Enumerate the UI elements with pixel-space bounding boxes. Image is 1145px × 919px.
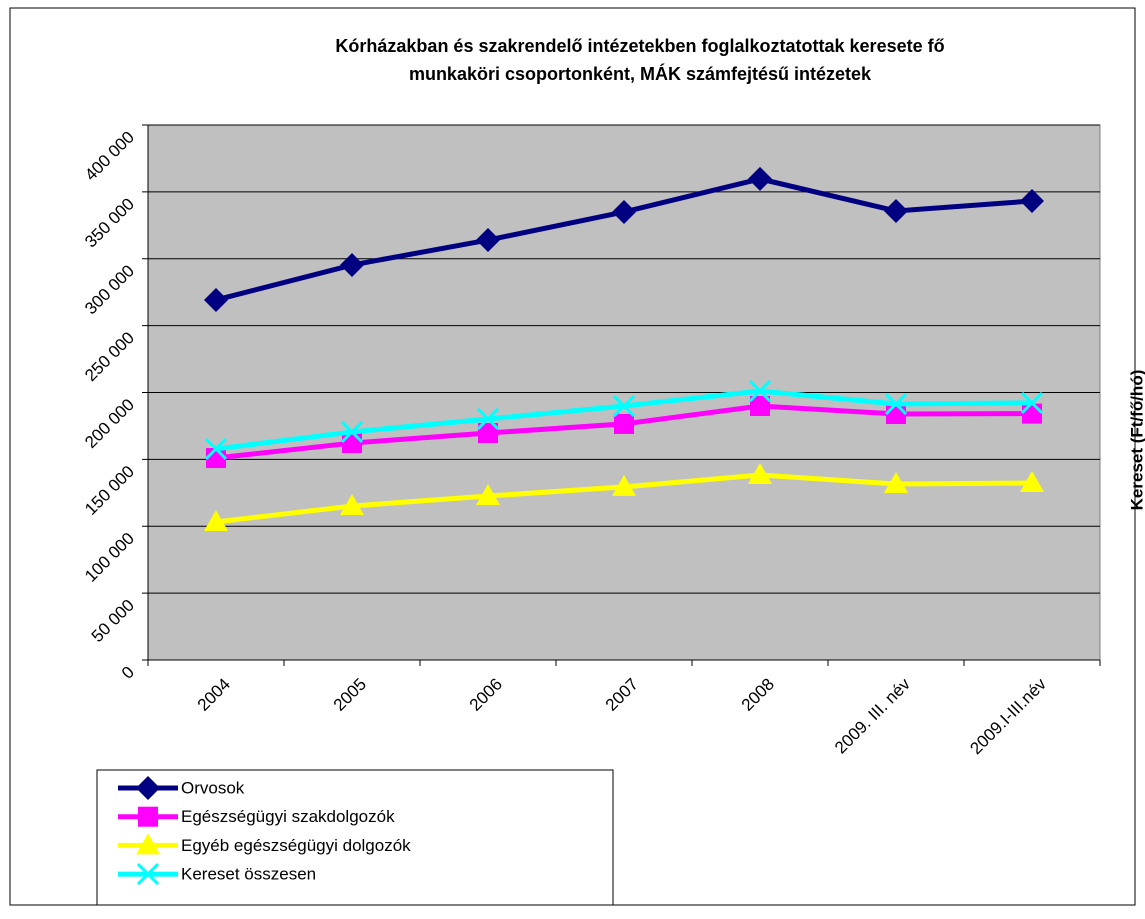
data-point	[476, 228, 500, 253]
data-point	[884, 471, 908, 493]
data-point	[1020, 471, 1044, 493]
data-point	[748, 166, 772, 191]
data-point	[204, 287, 228, 312]
legend-marker	[136, 776, 160, 800]
data-point	[204, 509, 228, 531]
data-point	[884, 199, 908, 224]
data-point	[340, 253, 364, 278]
data-point	[476, 407, 500, 431]
data-point	[340, 420, 364, 444]
data-point	[478, 423, 498, 444]
data-point	[204, 437, 228, 461]
y-axis-label: Kereset (Ft/fő/hó)	[1127, 370, 1145, 511]
data-point	[342, 433, 362, 454]
data-point	[886, 404, 906, 425]
data-point	[748, 463, 772, 485]
legend-marker	[138, 806, 158, 827]
data-point	[1020, 188, 1044, 213]
legend-box	[96, 769, 614, 906]
data-point	[1022, 403, 1042, 424]
data-point	[750, 396, 770, 417]
chart-title: Kórházakban és szakrendelő intézetekben …	[335, 36, 944, 56]
data-point	[1020, 391, 1044, 414]
legend-label: Egészségügyi szakdolgozók	[181, 807, 395, 826]
chart-title: munkaköri csoportonként, MÁK számfejtésű…	[409, 63, 872, 84]
data-point	[748, 379, 772, 403]
data-point	[612, 199, 636, 224]
data-point	[340, 494, 364, 516]
data-point	[884, 392, 908, 416]
legend-label: Kereset összesen	[181, 865, 316, 884]
data-point	[476, 484, 500, 506]
legend-label: Orvosok	[181, 778, 245, 797]
legend-label: Egyéb egészségügyi dolgozók	[181, 836, 411, 855]
data-point	[612, 474, 636, 496]
data-point	[614, 413, 634, 434]
data-point	[612, 394, 636, 418]
legend-marker	[136, 863, 160, 886]
legend-marker	[136, 833, 160, 855]
